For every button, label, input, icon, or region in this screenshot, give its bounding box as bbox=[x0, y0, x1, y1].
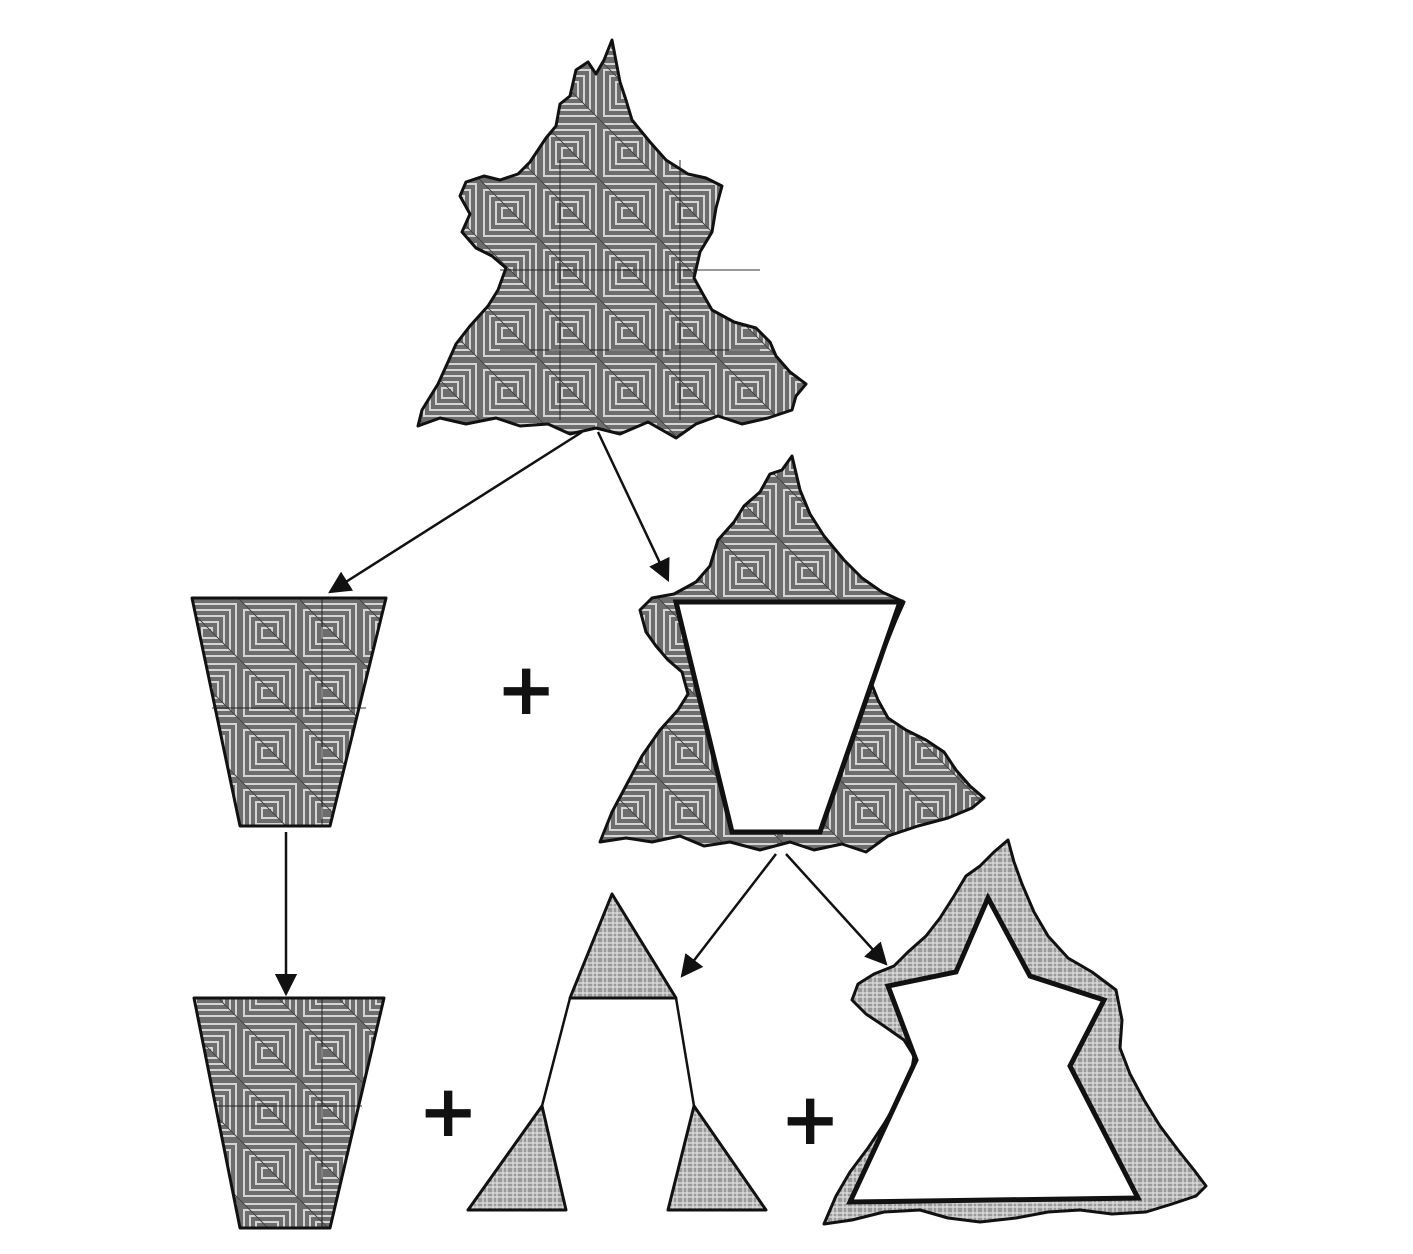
root-fractal-tree bbox=[416, 38, 808, 440]
plus-sign-bottom-left: + bbox=[418, 1069, 478, 1153]
bottom-right-fractal-outline bbox=[822, 838, 1208, 1226]
triangle-bottom-left bbox=[466, 1104, 568, 1212]
arrow-right-to-triangles bbox=[680, 853, 777, 978]
middle-left-trapezoid bbox=[190, 596, 388, 828]
arrow-root-to-left bbox=[328, 430, 583, 594]
plus-sign-bottom-right: + bbox=[780, 1077, 840, 1161]
plus-sign-middle: + bbox=[496, 647, 556, 731]
arrow-right-to-outline bbox=[785, 853, 888, 966]
triangle-top bbox=[568, 892, 678, 1000]
middle-right-fractal-with-trapezoid-hole bbox=[598, 454, 986, 854]
triangle-bottom-right bbox=[666, 1104, 768, 1212]
bottom-left-trapezoid bbox=[192, 996, 386, 1230]
bottom-middle-three-triangles bbox=[466, 892, 768, 1212]
arrow-root-to-right bbox=[596, 431, 670, 583]
